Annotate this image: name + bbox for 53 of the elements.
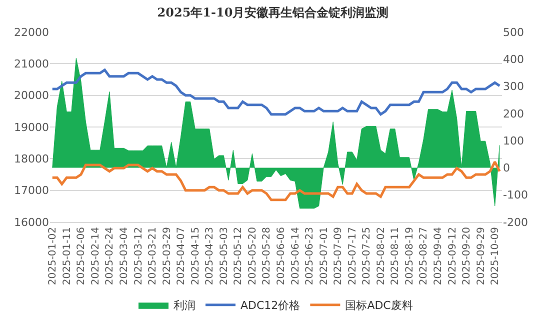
x-tick-label: 2025-09-20 — [462, 227, 473, 286]
x-tick-label: 2025-05-03 — [218, 227, 230, 286]
y2-tick-label: 300 — [503, 80, 524, 94]
line-series — [51, 160, 501, 202]
x-tick-label: 2025-06-14 — [290, 227, 302, 286]
x-tick-label: 2025-10-09 — [490, 227, 502, 286]
legend-label: 国标ADC废料 — [345, 299, 413, 312]
legend-label: 利润 — [174, 299, 196, 312]
x-tick-label: 2025-08-27 — [418, 227, 430, 286]
x-tick-label: 2025-05-28 — [262, 227, 273, 286]
x-tick-label: 2025-02-14 — [90, 227, 102, 286]
y-tick-label: 17000 — [14, 184, 49, 198]
x-tick-label: 2025-07-09 — [333, 227, 344, 286]
x-tick-label: 2025-03-12 — [133, 227, 144, 286]
y2-tick-label: 0 — [503, 162, 510, 175]
x-tick-label: 2025-03-04 — [119, 227, 130, 286]
chart-title: 2025年1-10月安徽再生铝合金锭利润监测 — [157, 6, 389, 20]
y2-tick-label: 200 — [503, 107, 524, 120]
x-tick-label: 2025-08-11 — [390, 227, 402, 286]
y-tick-label: 20000 — [14, 89, 49, 102]
y2-tick-label: 500 — [503, 26, 524, 39]
y2-tick-label: -200 — [503, 216, 528, 229]
x-tick-label: 2025-01-02 — [48, 227, 59, 286]
x-tick-label: 2025-06-06 — [276, 227, 288, 286]
legend-label: ADC12价格 — [240, 299, 300, 312]
y-tick-label: 19000 — [14, 120, 49, 134]
x-tick-label: 2025-02-24 — [104, 227, 116, 286]
x-tick-label: 2025-09-12 — [447, 227, 458, 286]
x-tick-label: 2025-04-15 — [190, 227, 202, 286]
x-tick-label: 2025-04-23 — [204, 227, 216, 286]
x-tick-label: 2025-07-25 — [362, 227, 373, 286]
x-tick-label: 2025-08-02 — [376, 227, 387, 286]
y2-tick-label: 400 — [503, 52, 524, 66]
y2-tick-label: -100 — [503, 188, 528, 202]
y-tick-label: 21000 — [14, 58, 49, 71]
y-tick-label: 18000 — [14, 152, 49, 166]
line-series — [51, 68, 501, 116]
x-tick-label: 2025-02-06 — [76, 227, 88, 286]
y-tick-label: 22000 — [14, 26, 49, 39]
x-tick-label: 2025-09-04 — [433, 227, 444, 286]
x-tick-label: 2025-03-29 — [162, 227, 173, 286]
x-tick-label: 2025-09-29 — [476, 227, 487, 286]
x-tick-label: 2025-05-20 — [247, 227, 258, 286]
y-tick-label: 16000 — [14, 216, 49, 229]
x-tick-label: 2025-06-23 — [304, 227, 316, 286]
x-tick-label: 2025-01-11 — [62, 227, 73, 286]
x-tick-label: 2025-07-17 — [347, 227, 358, 286]
x-tick-label: 2025-05-12 — [233, 227, 244, 286]
x-tick-label: 2025-04-07 — [176, 227, 188, 286]
x-tick-label: 2025-07-01 — [318, 227, 330, 286]
x-tick-label: 2025-03-21 — [148, 227, 159, 286]
x-tick-label: 2025-08-19 — [404, 227, 416, 286]
y2-tick-label: 100 — [503, 134, 524, 148]
